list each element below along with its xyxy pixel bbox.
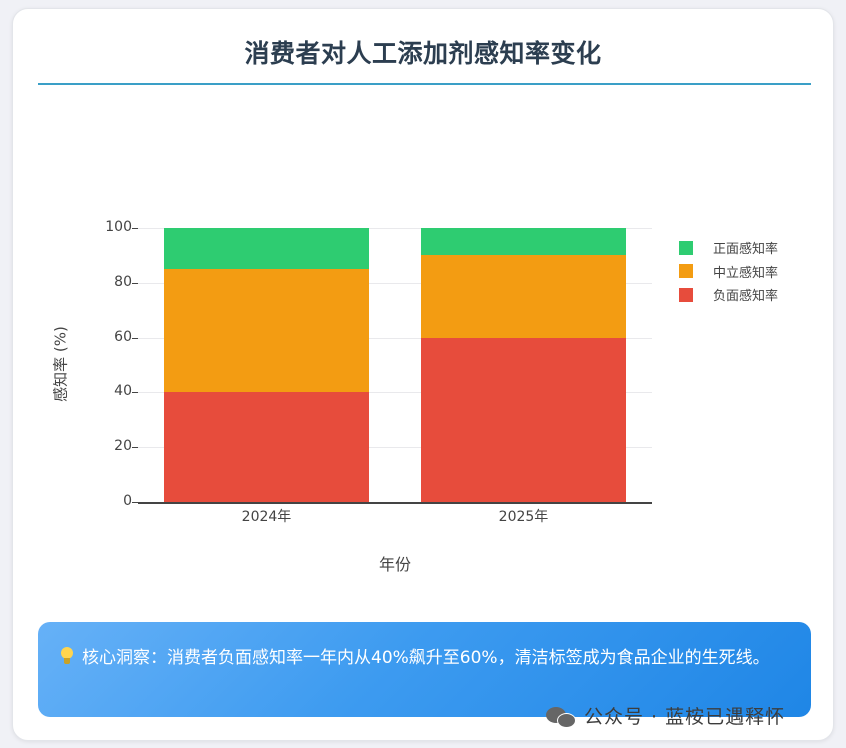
y-axis-label: 感知率 (%)	[51, 326, 70, 402]
legend-label: 负面感知率	[713, 289, 779, 305]
gridline	[138, 447, 652, 448]
gridline	[138, 338, 652, 339]
title-divider	[38, 83, 811, 85]
bar-segment[interactable]	[164, 392, 369, 502]
legend-swatch-icon	[679, 287, 693, 302]
legend-swatch-icon	[679, 264, 693, 279]
legend-swatch-icon	[679, 240, 693, 255]
x-axis-label: 年份	[378, 555, 412, 574]
lightbulb-icon	[60, 647, 74, 665]
gridline	[138, 283, 652, 284]
stacked-bar-chart: 感知率 (%) 年份 0 20 40 60 80 100 2024年 2025年	[51, 219, 652, 574]
chart-legend: 正面感知率中立感知率负面感知率	[679, 236, 778, 307]
bar-segment[interactable]	[421, 337, 626, 502]
x-tick-label: 2025年	[498, 509, 549, 525]
gridline	[138, 228, 652, 229]
y-tick-mark	[132, 447, 138, 448]
x-axis-line	[138, 502, 652, 504]
insight-banner: 核心洞察：消费者负面感知率一年内从40%飙升至60%，清洁标签成为食品企业的生死…	[38, 622, 811, 717]
legend-item[interactable]: 负面感知率	[679, 283, 778, 307]
legend-item[interactable]: 中立感知率	[679, 260, 778, 284]
legend-item[interactable]: 正面感知率	[679, 236, 778, 260]
y-tick-label: 80	[114, 274, 132, 290]
y-tick-mark	[132, 338, 138, 339]
bar-segment[interactable]	[164, 269, 369, 393]
insight-text: 核心洞察：消费者负面感知率一年内从40%飙升至60%，清洁标签成为食品企业的生死…	[82, 648, 770, 668]
bar-segment[interactable]	[421, 255, 626, 338]
watermark: 公众号 · 蓝桉已遇释怀	[546, 702, 785, 729]
y-tick-mark	[132, 392, 138, 393]
legend-label: 中立感知率	[713, 265, 779, 281]
y-tick-mark	[132, 228, 138, 229]
y-tick-label: 0	[123, 493, 132, 509]
y-tick-label: 100	[105, 219, 132, 235]
x-tick-label: 2024年	[241, 509, 292, 525]
page-title: 消费者对人工添加剂感知率变化	[244, 39, 602, 68]
y-tick-mark	[132, 502, 138, 503]
y-tick-label: 20	[114, 438, 132, 454]
bar-segment[interactable]	[421, 228, 626, 256]
bar-segment[interactable]	[164, 228, 369, 270]
legend-label: 正面感知率	[713, 242, 779, 258]
y-tick-label: 60	[114, 329, 132, 345]
y-tick-label: 40	[114, 383, 132, 399]
watermark-text: 公众号 · 蓝桉已遇释怀	[584, 706, 786, 728]
gridline	[138, 392, 652, 393]
y-tick-mark	[132, 283, 138, 284]
wechat-icon	[546, 705, 576, 728]
